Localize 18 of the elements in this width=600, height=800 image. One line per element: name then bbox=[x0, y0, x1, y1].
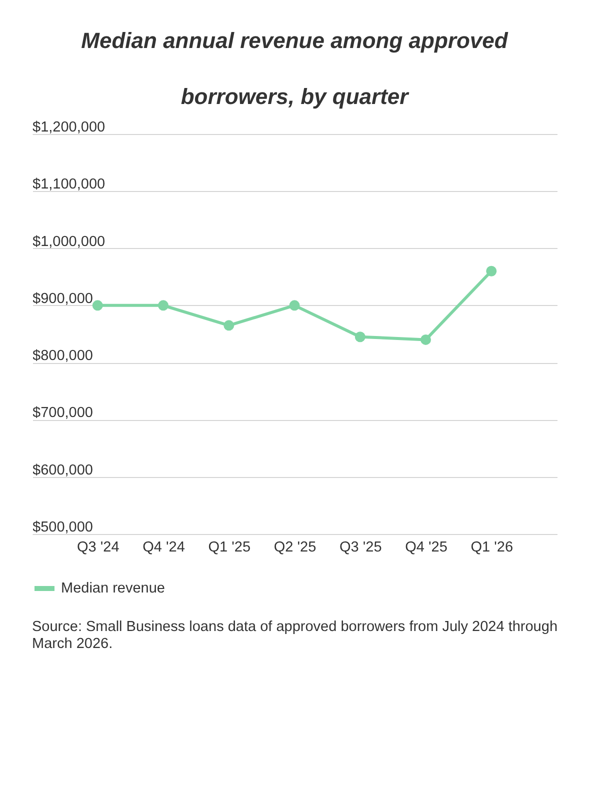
source-note: Source: Small Business loans data of approved borrowers from July 2024 through March 2026. bbox=[32, 619, 559, 654]
y-tick-label: $1,000,000 bbox=[32, 234, 106, 250]
x-tick-label: Q1 '25 bbox=[208, 540, 251, 556]
y-tick-label: $900,000 bbox=[32, 290, 93, 307]
y-tick-label: $1,200,000 bbox=[32, 120, 106, 136]
y-tick-label: $600,000 bbox=[32, 462, 93, 478]
y-tick-label: $1,100,000 bbox=[32, 176, 106, 193]
chart-title: Median annual revenue among approved borrowers, by quarter bbox=[81, 28, 508, 109]
y-tick-label: $800,000 bbox=[32, 348, 93, 364]
x-tick-label: Q2 '25 bbox=[274, 540, 316, 556]
x-tick-label: Q3 '25 bbox=[339, 540, 382, 556]
x-tick-label: Q1 '26 bbox=[470, 540, 514, 556]
x-tick-label: Q4 '25 bbox=[405, 540, 448, 556]
legend-label: Median revenue bbox=[61, 580, 165, 596]
y-tick-label: $700,000 bbox=[32, 405, 93, 422]
y-tick-label: $500,000 bbox=[32, 520, 93, 536]
x-tick-label: Q3 '24 bbox=[76, 540, 120, 556]
x-tick-label: Q4 '24 bbox=[142, 540, 185, 556]
